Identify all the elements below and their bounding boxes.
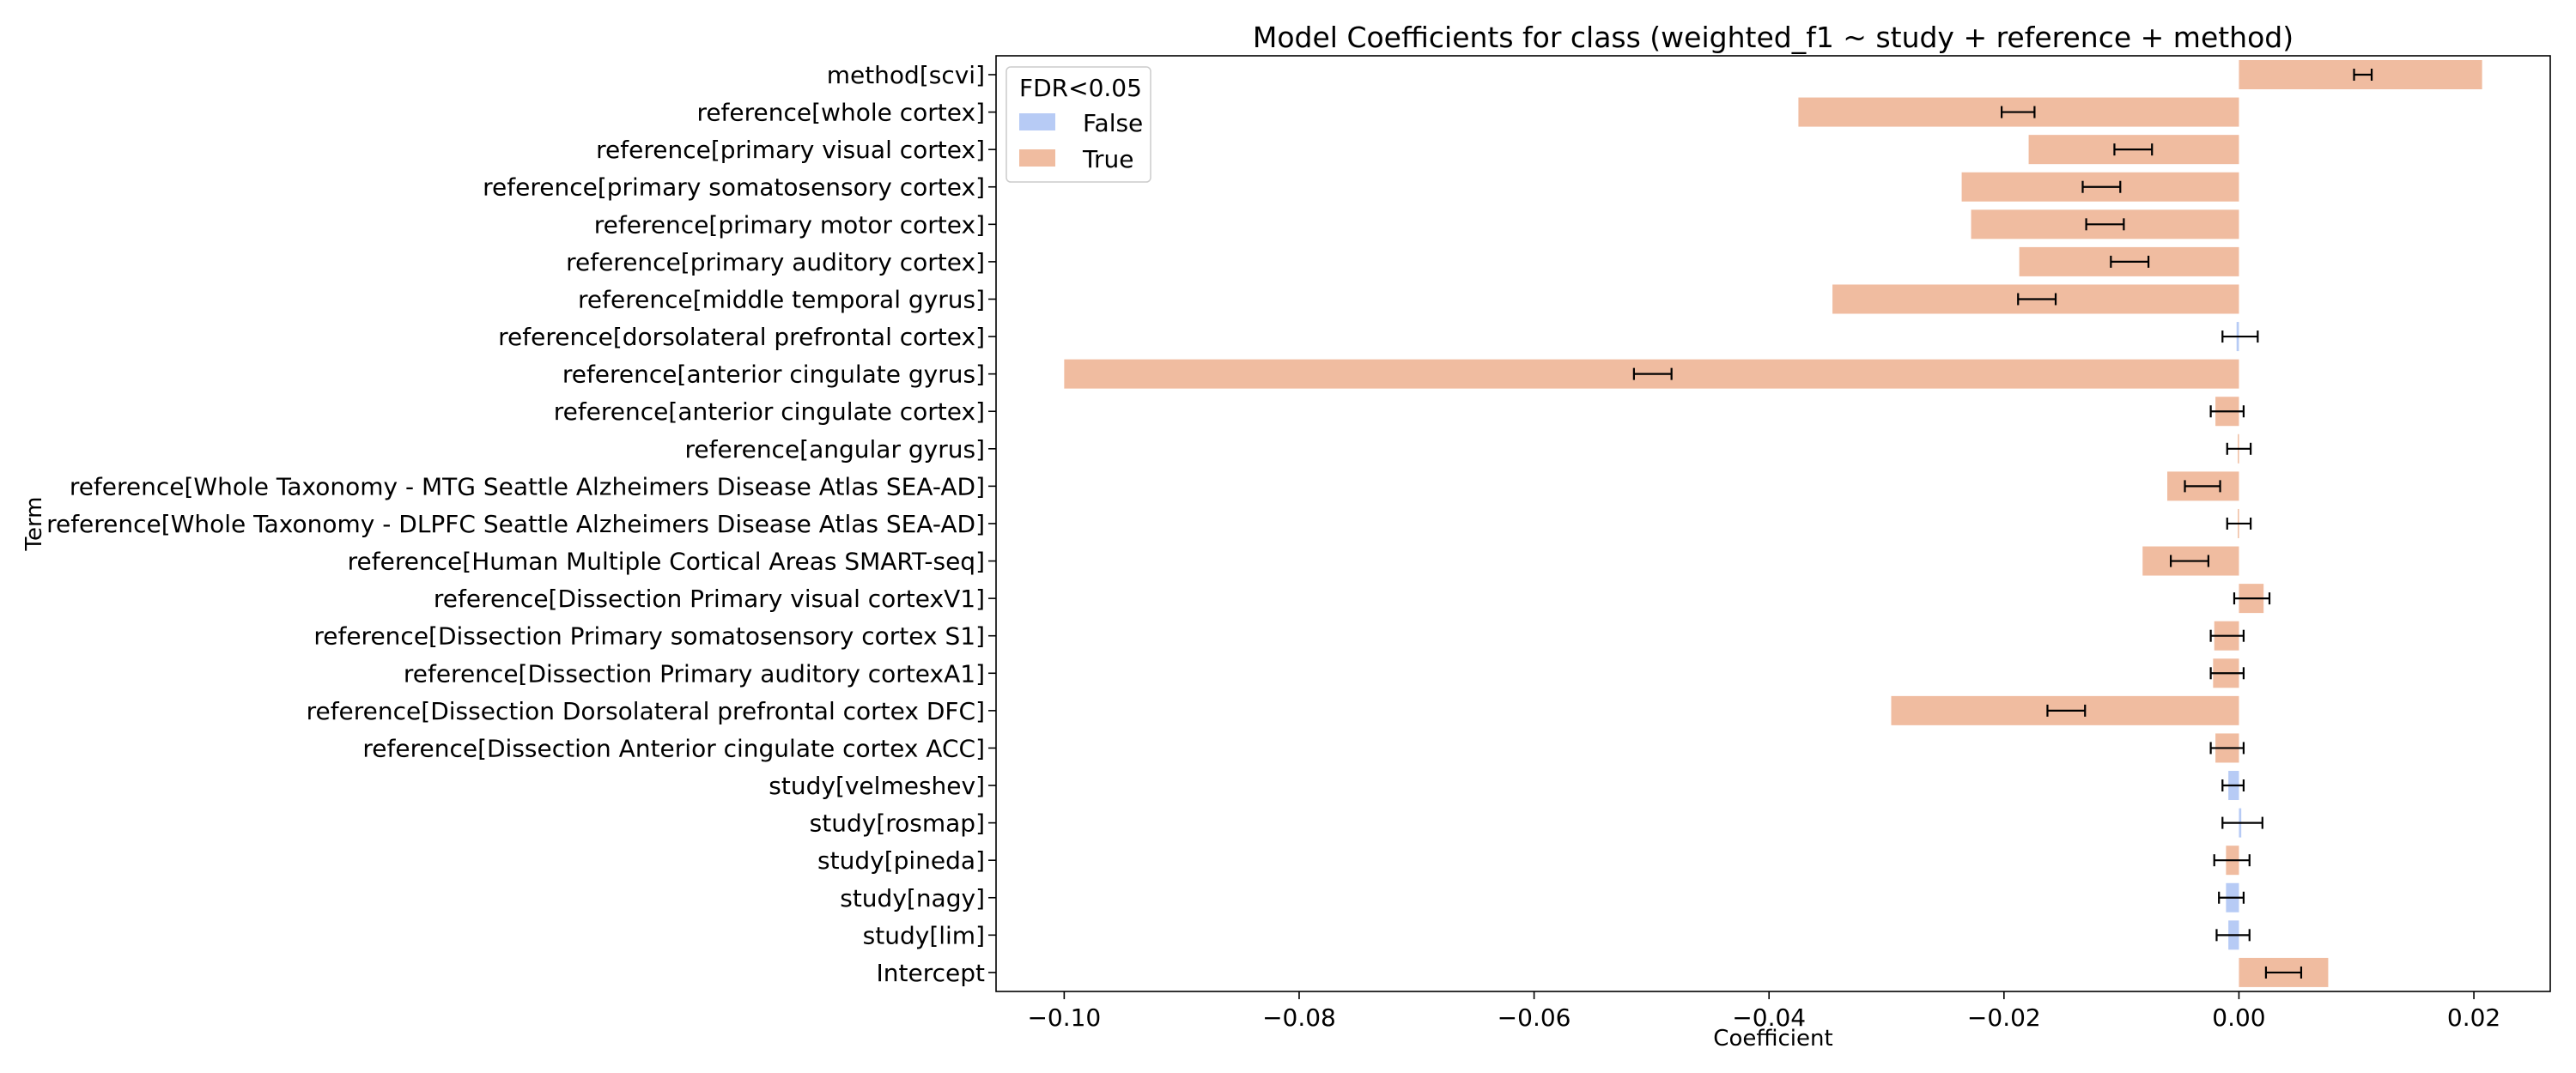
- y-tick-label: reference[whole cortex]: [696, 99, 985, 127]
- y-tick-label: reference[Dissection Primary auditory co…: [404, 659, 985, 688]
- x-tick-label: 0.02: [2447, 1003, 2500, 1032]
- error-bar: [2209, 405, 2245, 418]
- legend-swatch-true: [1019, 149, 1055, 167]
- y-tick-label: reference[middle temporal gyrus]: [578, 285, 985, 313]
- bars-layer: [1064, 60, 2482, 987]
- error-bar: [2170, 555, 2209, 567]
- error-bar: [2017, 293, 2057, 306]
- y-tick-label: reference[Dissection Dorsolateral prefro…: [307, 697, 985, 725]
- error-bar: [2221, 330, 2259, 343]
- error-bar: [1632, 367, 1673, 380]
- y-tick-label: reference[Whole Taxonomy - MTG Seattle A…: [70, 472, 985, 500]
- error-bar: [2264, 966, 2303, 979]
- error-bar: [2215, 929, 2251, 942]
- y-tick-label: reference[primary auditory cortex]: [566, 248, 985, 276]
- x-tick-label: −0.04: [1732, 1003, 1806, 1032]
- y-tick-label: Intercept: [877, 959, 986, 987]
- y-tick-label: reference[anterior cingulate cortex]: [554, 397, 985, 426]
- error-bar: [2221, 816, 2263, 829]
- legend-label-false: False: [1083, 109, 1143, 137]
- x-axis-label: Coefficient: [1713, 1026, 1832, 1052]
- y-tick-label: study[pineda]: [817, 846, 985, 875]
- y-tick-label: method[scvi]: [827, 61, 985, 89]
- x-tick-label: −0.02: [1967, 1003, 2041, 1032]
- error-bar: [2085, 218, 2125, 231]
- x-tick-label: 0.00: [2212, 1003, 2265, 1032]
- x-tick-label: −0.08: [1262, 1003, 1336, 1032]
- y-tick-label: study[lim]: [863, 921, 985, 949]
- plot-frame: [995, 55, 2551, 992]
- legend-label-true: True: [1082, 145, 1133, 173]
- error-bar: [2226, 517, 2252, 530]
- y-tick-label: reference[Human Multiple Cortical Areas …: [348, 548, 985, 576]
- error-bar: [2209, 629, 2245, 642]
- error-bar: [2184, 480, 2221, 493]
- x-tick-label: −0.06: [1498, 1003, 1571, 1032]
- error-bar: [2233, 592, 2271, 605]
- legend: FDR<0.05 False True: [1005, 66, 1151, 183]
- y-tick-label: reference[primary motor cortex]: [594, 210, 985, 239]
- y-tick-label: reference[Dissection Primary somatosenso…: [313, 622, 985, 651]
- chart-title: Model Coefficients for class (weighted_f…: [1253, 21, 2293, 54]
- error-bar: [2113, 143, 2154, 156]
- y-axis: method[scvi] reference[whole cortex] refer…: [46, 61, 996, 987]
- x-axis: −0.10 −0.08 −0.06 −0.04 −0.02 0.00 0.02: [1027, 991, 2500, 1032]
- y-tick-label: study[nagy]: [840, 884, 985, 912]
- y-axis-label: Term: [21, 496, 47, 551]
- error-bar: [2209, 742, 2245, 755]
- error-bar: [2046, 704, 2087, 717]
- error-bar: [2209, 667, 2245, 680]
- y-tick-label: reference[dorsolateral prefrontal cortex…: [498, 323, 985, 351]
- error-bar: [2213, 854, 2251, 867]
- y-tick-label: reference[primary visual cortex]: [596, 136, 985, 164]
- x-tick-label: −0.10: [1027, 1003, 1101, 1032]
- y-tick-label: reference[primary somatosensory cortex]: [483, 173, 985, 202]
- y-tick-label: reference[Whole Taxonomy - DLPFC Seattle…: [46, 510, 985, 538]
- y-tick-label: study[velmeshev]: [769, 772, 985, 800]
- legend-swatch-false: [1019, 113, 1055, 130]
- error-bar: [2221, 779, 2245, 792]
- y-tick-label: reference[Dissection Anterior cingulate …: [362, 734, 985, 762]
- error-bars-layer: [1632, 69, 2373, 979]
- error-bar: [2218, 891, 2245, 904]
- y-tick-label: reference[Dissection Primary visual cort…: [434, 585, 985, 613]
- y-tick-label: reference[anterior cingulate gyrus]: [562, 361, 985, 389]
- y-tick-label: reference[angular gyrus]: [684, 435, 985, 464]
- error-bar: [2081, 180, 2122, 193]
- error-bar: [2000, 106, 2036, 118]
- error-bar: [2110, 255, 2150, 268]
- y-tick-label: study[rosmap]: [810, 809, 985, 838]
- error-bar: [2353, 69, 2373, 81]
- error-bar: [2226, 442, 2252, 455]
- legend-title: FDR<0.05: [1019, 74, 1142, 102]
